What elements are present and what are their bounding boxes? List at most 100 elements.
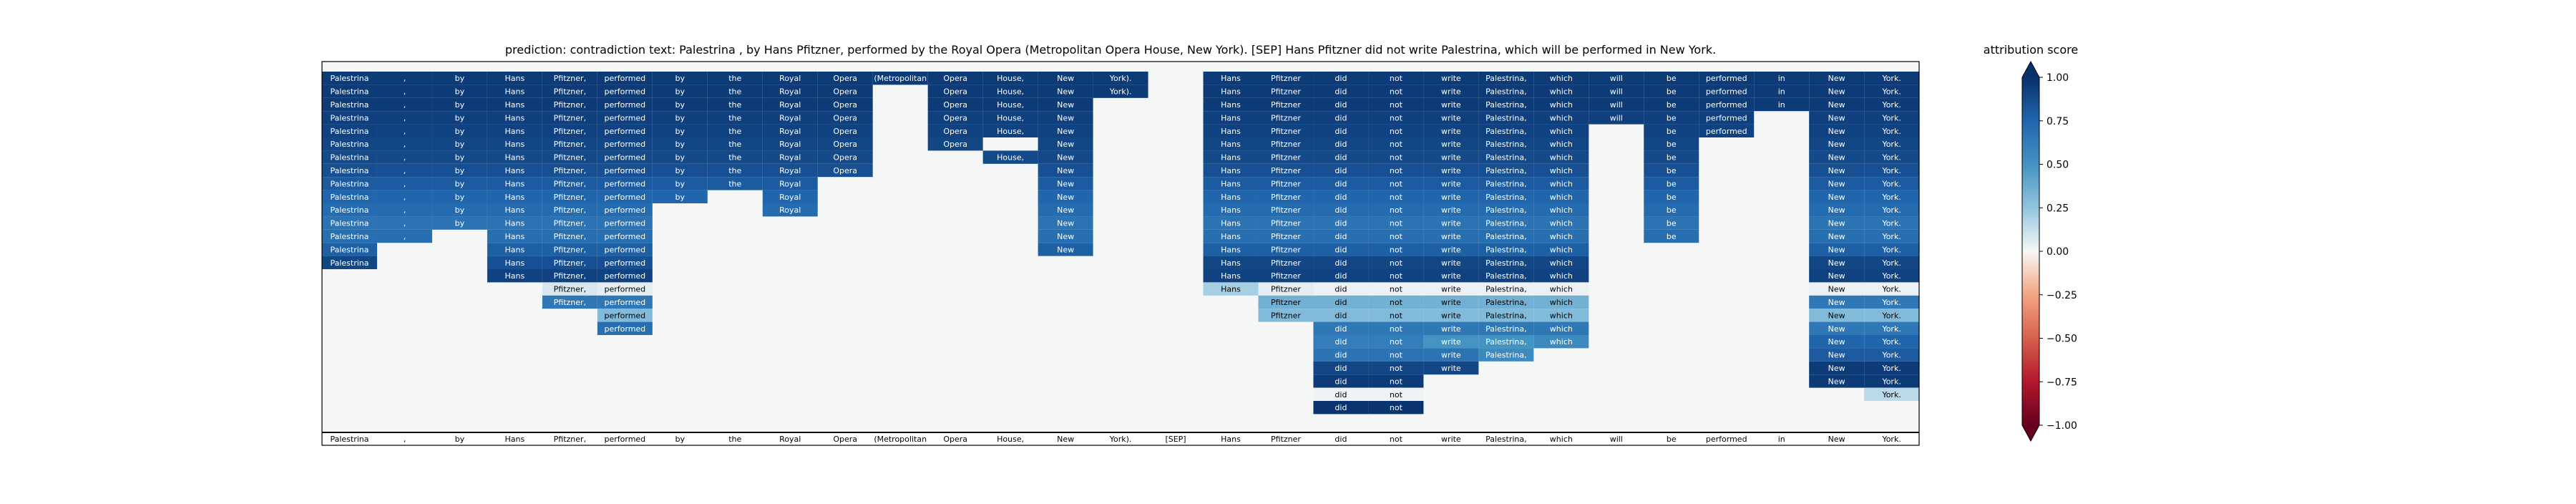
heatmap-cell xyxy=(1533,321,1589,335)
heatmap-cell xyxy=(927,72,983,85)
heatmap-cell xyxy=(1368,84,1424,98)
heatmap-cell xyxy=(1533,295,1589,309)
heatmap-cell-label: York. xyxy=(1881,377,1901,386)
heatmap-cell-label: not xyxy=(1390,166,1403,175)
heatmap-cell xyxy=(1313,387,1369,401)
heatmap-cell-label: Hans xyxy=(1221,113,1241,122)
heatmap-cell xyxy=(542,137,597,151)
heatmap-cell-label: by xyxy=(455,153,465,163)
heatmap-cell-label: New xyxy=(1828,140,1845,149)
heatmap-cell xyxy=(1423,256,1479,269)
heatmap-cell xyxy=(1313,374,1369,388)
heatmap-cell-label: New xyxy=(1828,324,1845,334)
heatmap-cell xyxy=(1864,243,1920,256)
heatmap-cell-label: York. xyxy=(1881,258,1901,268)
heatmap-cell xyxy=(707,137,763,151)
heatmap-cell xyxy=(1809,72,1865,85)
heatmap-cell-label: New xyxy=(1057,219,1074,228)
heatmap-cell-label: did xyxy=(1335,113,1347,122)
heatmap-cell xyxy=(982,84,1038,98)
heatmap-cell-label: by xyxy=(455,179,465,188)
heatmap-cell xyxy=(597,84,653,98)
heatmap-cell-label: Palestrina xyxy=(330,100,369,110)
heatmap-cell-label: write xyxy=(1441,100,1461,110)
heatmap-cell xyxy=(1864,387,1920,401)
heatmap-cell-label: York. xyxy=(1881,127,1901,136)
colorbar-tick-label: −0.75 xyxy=(2046,377,2077,388)
bottom-token-label: Pfitzner xyxy=(1271,435,1301,444)
heatmap-cell xyxy=(431,124,487,137)
heatmap-cell xyxy=(431,111,487,125)
heatmap-cell xyxy=(1809,124,1865,137)
heatmap-cell xyxy=(1313,309,1369,322)
heatmap-cell xyxy=(1368,348,1424,362)
heatmap-cell-label: New xyxy=(1828,100,1845,110)
heatmap-cell xyxy=(597,137,653,151)
heatmap-cell-label: Palestrina xyxy=(330,113,369,122)
heatmap-cell-label: Palestrina xyxy=(330,127,369,136)
heatmap-cell xyxy=(1203,72,1259,85)
heatmap-cell-label: be xyxy=(1667,113,1677,122)
heatmap-cell xyxy=(1699,124,1755,137)
heatmap-cell xyxy=(1093,72,1148,85)
heatmap-cell-label: performed xyxy=(605,179,646,188)
heatmap-cell xyxy=(1203,150,1259,164)
heatmap-cell-label: Pfitzner, xyxy=(554,74,586,83)
heatmap-cell xyxy=(1258,269,1314,283)
heatmap-cell-label: New xyxy=(1828,113,1845,122)
heatmap-cell-label: by xyxy=(675,153,686,163)
heatmap-cell-label: the xyxy=(728,100,741,110)
heatmap-cell xyxy=(652,163,708,178)
heatmap-cell xyxy=(431,203,487,217)
heatmap-cell-label: did xyxy=(1335,127,1347,136)
heatmap-cell xyxy=(431,72,487,85)
heatmap-cell xyxy=(376,190,432,203)
heatmap-cell-label: Pfitzner xyxy=(1271,298,1301,307)
bottom-token-label: York. xyxy=(1881,435,1901,444)
heatmap-cell xyxy=(1368,216,1424,230)
heatmap-cell xyxy=(1589,84,1644,98)
heatmap-cell-label: in xyxy=(1778,87,1785,97)
heatmap-cell xyxy=(597,295,653,309)
heatmap-cell xyxy=(1533,137,1589,151)
heatmap-cell-label: York). xyxy=(1109,74,1132,83)
heatmap-cell xyxy=(1809,84,1865,98)
heatmap-cell-label: Hans xyxy=(505,245,525,254)
heatmap-cell xyxy=(1809,348,1865,362)
heatmap-cell xyxy=(542,243,597,256)
heatmap-cell xyxy=(1478,243,1534,256)
heatmap-cell-label: Pfitzner, xyxy=(554,298,586,307)
heatmap-cell-label: Royal xyxy=(779,179,801,188)
heatmap-cell xyxy=(1368,295,1424,309)
heatmap-cell xyxy=(1368,401,1424,415)
heatmap-cell-label: York. xyxy=(1881,87,1901,97)
heatmap-cell-label: not xyxy=(1390,219,1403,228)
heatmap-cell xyxy=(1589,72,1644,85)
heatmap-cell xyxy=(431,84,487,98)
heatmap-cell-label: not xyxy=(1390,193,1403,202)
heatmap-cell-label: write xyxy=(1441,113,1461,122)
heatmap-cell xyxy=(1203,190,1259,203)
heatmap-cell-label: New xyxy=(1057,166,1074,175)
heatmap-cell-label: York. xyxy=(1881,271,1901,281)
bottom-token-label: will xyxy=(1610,435,1623,444)
heatmap-cell-label: York. xyxy=(1881,245,1901,254)
heatmap-cell-label: Hans xyxy=(505,113,525,122)
heatmap-cell-label: did xyxy=(1335,403,1347,412)
heatmap-cell xyxy=(1864,203,1920,217)
heatmap-cell xyxy=(1203,124,1259,137)
heatmap-cell-label: Hans xyxy=(505,74,525,83)
heatmap-cell-label: write xyxy=(1441,127,1461,136)
heatmap-cell-label: Royal xyxy=(779,113,801,122)
heatmap-cell xyxy=(376,203,432,217)
heatmap-cell xyxy=(1038,177,1093,190)
bottom-token-label: Pfitzner, xyxy=(554,435,586,444)
heatmap-cell-label: which xyxy=(1550,337,1573,346)
heatmap-cell xyxy=(1423,177,1479,190)
heatmap-cell xyxy=(597,282,653,296)
heatmap-cell-label: not xyxy=(1390,258,1403,268)
heatmap-cell xyxy=(1809,229,1865,243)
heatmap-cell-label: by xyxy=(675,193,686,202)
heatmap-cell xyxy=(1589,97,1644,112)
heatmap-cell-label: which xyxy=(1550,219,1573,228)
